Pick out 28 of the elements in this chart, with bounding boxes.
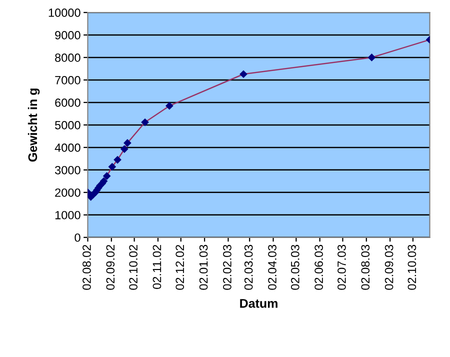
- y-tick-label: 4000: [54, 143, 80, 152]
- y-tick-label: 3000: [54, 166, 80, 174]
- y-tick-label: 0: [74, 233, 80, 242]
- y-tick-label: 1000: [55, 210, 80, 220]
- x-tick-label: 02.10.02: [129, 244, 138, 290]
- y-tick-label: 9000: [55, 31, 80, 40]
- y-axis-title: Gewicht in g: [28, 88, 40, 162]
- x-tick-label: 02.11.02: [152, 244, 162, 289]
- y-tick-label: 6000: [55, 98, 80, 107]
- x-tick-label: 02.03.03: [244, 244, 253, 290]
- y-tick-label: 2000: [55, 188, 80, 197]
- x-tick-label: 02.01.03: [199, 244, 208, 290]
- x-tick-label: 02.09.03: [384, 244, 394, 290]
- y-tick-label: 7000: [55, 76, 80, 84]
- y-tick-label: 8000: [55, 54, 80, 62]
- y-tick-label: 5000: [55, 120, 80, 130]
- x-tick-label: 02.04.03: [268, 244, 276, 290]
- x-tick-label: 02.08.02: [82, 244, 91, 290]
- x-tick-label: 02.06.03: [314, 244, 323, 290]
- x-tick-label: 02.10.03: [408, 244, 416, 290]
- x-axis-title: Datum: [240, 299, 278, 308]
- x-tick-label: 02.08.03: [361, 244, 370, 290]
- x-tick-label: 02.05.03: [290, 244, 300, 290]
- x-tick-label: 02.09.02: [106, 244, 115, 290]
- x-tick-label: 02.12.02: [176, 244, 184, 290]
- x-tick-label: 02.07.03: [338, 244, 346, 290]
- y-tick-label: 10000: [48, 8, 80, 17]
- x-tick-label: 02.02.03: [223, 244, 232, 290]
